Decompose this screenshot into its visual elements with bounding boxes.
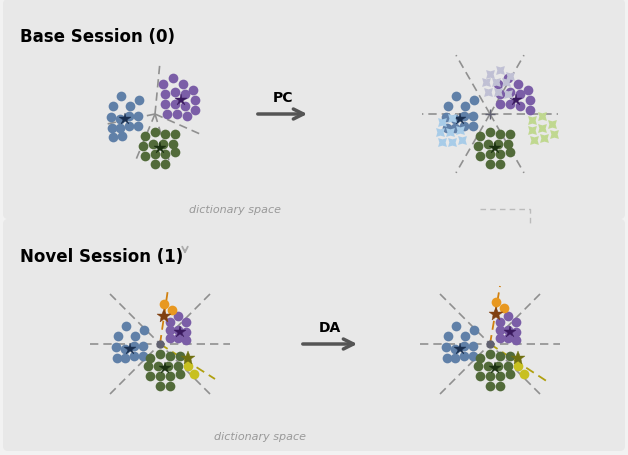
- FancyBboxPatch shape: [3, 0, 625, 219]
- Line: 3 pts: 3 pts: [480, 210, 530, 224]
- Text: Novel Session (1): Novel Session (1): [20, 248, 183, 265]
- FancyBboxPatch shape: [3, 219, 625, 451]
- Point: [526, 222, 534, 227]
- Text: Base Session (0): Base Session (0): [20, 28, 175, 46]
- Text: PC: PC: [273, 91, 293, 105]
- Point: [526, 207, 534, 212]
- Text: DA: DA: [319, 320, 341, 334]
- Text: dictionary space: dictionary space: [214, 431, 306, 441]
- Point: [476, 207, 484, 212]
- Text: dictionary space: dictionary space: [189, 205, 281, 214]
